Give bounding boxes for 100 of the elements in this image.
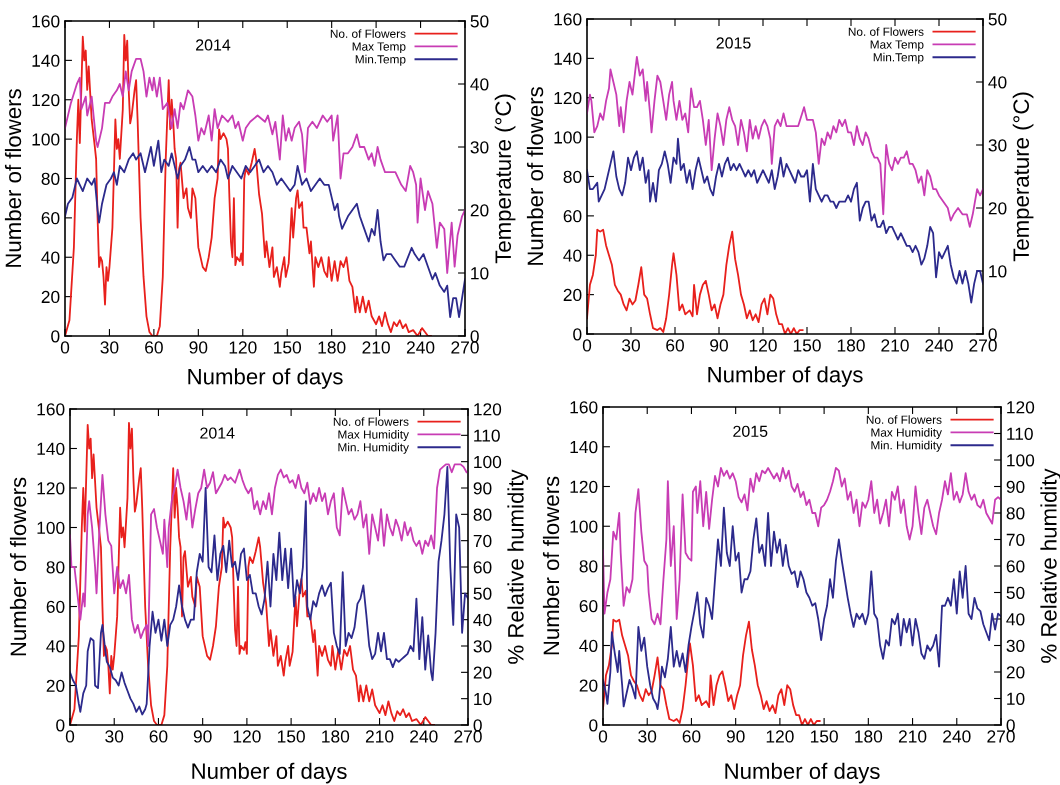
y2-tick-label: 30 xyxy=(473,640,492,653)
y-tick-label: 160 xyxy=(37,403,65,416)
text: 2014 xyxy=(200,427,235,439)
x-tick-label: 180 xyxy=(318,341,346,354)
y-axis-title: Number of flowers xyxy=(4,89,22,267)
y-tick-label: 140 xyxy=(32,54,60,67)
y2-tick-label: 40 xyxy=(1006,613,1025,626)
x-tick-label: 0 xyxy=(598,730,608,743)
x-axis-title: Number of days xyxy=(188,368,343,389)
line-series xyxy=(65,139,465,319)
y2-tick-label: 20 xyxy=(473,666,492,679)
y-tick-label: 140 xyxy=(570,440,598,454)
x-axis-title: Number of days xyxy=(192,762,347,784)
x-tick-label: 210 xyxy=(362,341,390,354)
y-tick-label: 100 xyxy=(570,520,598,533)
y-tick-label: 160 xyxy=(554,13,582,26)
y2-tick-label: 50 xyxy=(1006,586,1025,599)
legend-label: Min.Temp xyxy=(355,54,406,66)
y-tick-label: 140 xyxy=(554,52,582,65)
x-tick-label: 270 xyxy=(987,730,1015,743)
legend-label: No. of Flowers xyxy=(330,29,406,38)
y2-tick-label: 110 xyxy=(1007,427,1033,440)
y-axis-title: Number of flowers xyxy=(9,477,27,656)
y-tick-label: 20 xyxy=(41,290,60,304)
x-tick-label: 270 xyxy=(454,730,482,743)
y-tick-label: 20 xyxy=(563,288,582,302)
y-tick-label: 60 xyxy=(563,210,582,223)
y-tick-label: 0 xyxy=(51,330,60,343)
x-tick-label: 180 xyxy=(855,730,883,743)
y2-tick-label: 0 xyxy=(473,719,482,732)
y-tick-label: 100 xyxy=(32,133,60,146)
y2-tick-label: 10 xyxy=(474,692,492,706)
y2-tick-label: 90 xyxy=(473,482,492,495)
y-tick-label: 120 xyxy=(570,480,598,493)
y2-tick-label: 110 xyxy=(474,429,500,442)
line-series xyxy=(587,137,983,304)
text: 2015 xyxy=(733,425,768,437)
x-tick-label: 90 xyxy=(193,730,212,743)
y2-tick-label: 0 xyxy=(470,330,479,343)
legend-label: Max Temp xyxy=(870,40,924,52)
line-series xyxy=(70,466,468,716)
legend-label: Max Humidity xyxy=(338,430,409,442)
y2-axis-title: % Relative humidity xyxy=(507,469,529,664)
x-tick-label: 60 xyxy=(149,730,168,743)
y-tick-label: 40 xyxy=(579,639,598,652)
y-tick-label: 0 xyxy=(589,719,598,732)
line-series xyxy=(603,467,1001,626)
y2-axis-title: Temperature (°C) xyxy=(494,94,516,264)
y-tick-label: 80 xyxy=(563,170,582,183)
y2-tick-label: 10 xyxy=(471,267,489,280)
x-tick-label: 120 xyxy=(749,339,777,352)
y2-tick-label: 30 xyxy=(988,139,1007,152)
y-axis-title: Number of flowers xyxy=(542,476,560,655)
y-tick-label: 40 xyxy=(563,249,582,262)
x-tick-label: 30 xyxy=(622,339,640,352)
y2-tick-label: 40 xyxy=(473,613,492,627)
y2-tick-label: 70 xyxy=(473,534,492,548)
text: 2015 xyxy=(716,37,751,49)
y2-tick-label: 10 xyxy=(989,265,1007,278)
y2-tick-label: 70 xyxy=(1006,533,1025,546)
x-tick-label: 90 xyxy=(189,341,208,354)
legend-label: No. of Flowers xyxy=(848,27,924,36)
y2-tick-label: 50 xyxy=(473,587,492,600)
x-tick-label: 60 xyxy=(682,730,701,743)
y2-tick-label: 30 xyxy=(470,141,489,154)
x-tick-label: 150 xyxy=(277,730,305,743)
line-series xyxy=(603,618,821,725)
x-tick-label: 30 xyxy=(105,730,124,743)
line-series xyxy=(70,463,468,647)
x-tick-label: 180 xyxy=(322,730,350,743)
y-tick-label: 120 xyxy=(32,93,60,107)
y-tick-label: 120 xyxy=(554,91,582,105)
y2-tick-label: 60 xyxy=(1006,560,1025,573)
x-tick-label: 30 xyxy=(100,341,119,354)
x-tick-label: 150 xyxy=(274,341,302,354)
legend-label: Min. Humidity xyxy=(338,442,409,454)
y2-tick-label: 120 xyxy=(474,403,502,416)
legend-label: Min.Temp xyxy=(873,52,924,64)
y-tick-label: 80 xyxy=(46,561,65,574)
y2-tick-label: 80 xyxy=(1006,507,1025,520)
y-tick-label: 60 xyxy=(41,212,60,225)
y-tick-label: 0 xyxy=(573,328,582,341)
y-tick-label: 20 xyxy=(46,679,65,692)
y-tick-label: 120 xyxy=(37,482,65,495)
legend-label: Max Humidity xyxy=(871,428,942,440)
x-tick-label: 120 xyxy=(233,730,261,743)
y-tick-label: 80 xyxy=(579,560,598,573)
y2-tick-label: 80 xyxy=(473,508,492,521)
line-series xyxy=(587,228,804,334)
x-tick-label: 120 xyxy=(229,341,257,354)
y-tick-label: 140 xyxy=(37,442,65,455)
legend-label: No. of Flowers xyxy=(333,417,409,426)
y2-tick-label: 100 xyxy=(1007,454,1035,467)
y2-tick-label: 30 xyxy=(1006,639,1025,652)
y-tick-label: 160 xyxy=(570,401,598,414)
x-tick-label: 30 xyxy=(638,730,657,743)
y-tick-label: 80 xyxy=(41,172,60,185)
x-tick-label: 210 xyxy=(365,730,394,743)
x-tick-label: 210 xyxy=(881,339,909,352)
x-tick-label: 90 xyxy=(726,730,745,743)
